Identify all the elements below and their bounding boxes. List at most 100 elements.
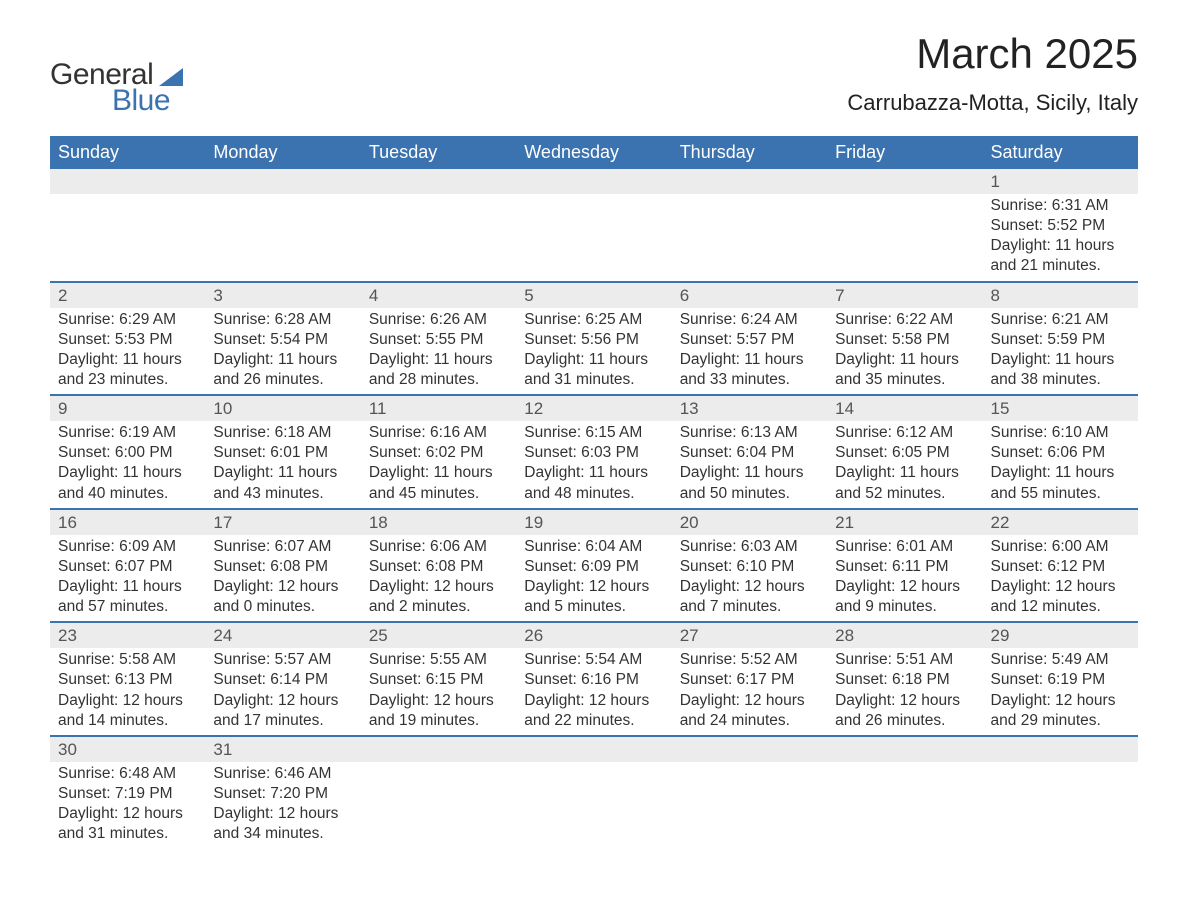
day-body: Sunrise: 6:00 AMSunset: 6:12 PMDaylight:… bbox=[983, 535, 1138, 622]
day-cell: 1Sunrise: 6:31 AMSunset: 5:52 PMDaylight… bbox=[983, 169, 1138, 281]
day-body: Sunrise: 6:31 AMSunset: 5:52 PMDaylight:… bbox=[983, 194, 1138, 281]
day-cell bbox=[361, 737, 516, 849]
day-number: 28 bbox=[827, 623, 982, 648]
day-body: Sunrise: 6:19 AMSunset: 6:00 PMDaylight:… bbox=[50, 421, 205, 508]
sunrise-line: Sunrise: 6:22 AM bbox=[835, 310, 974, 330]
day-header: Tuesday bbox=[361, 136, 516, 169]
sunset-line: Sunset: 6:18 PM bbox=[835, 670, 974, 690]
day-cell bbox=[672, 737, 827, 849]
day-number: 13 bbox=[672, 396, 827, 421]
day-body: Sunrise: 5:52 AMSunset: 6:17 PMDaylight:… bbox=[672, 648, 827, 735]
day-cell: 11Sunrise: 6:16 AMSunset: 6:02 PMDayligh… bbox=[361, 396, 516, 508]
sunset-line: Sunset: 7:19 PM bbox=[58, 784, 197, 804]
week-row: 30Sunrise: 6:48 AMSunset: 7:19 PM Dayligh… bbox=[50, 735, 1138, 849]
day-header-row: SundayMondayTuesdayWednesdayThursdayFrid… bbox=[50, 136, 1138, 169]
day-number: 30 bbox=[50, 737, 205, 762]
day-number: 11 bbox=[361, 396, 516, 421]
sunrise-line: Sunrise: 6:21 AM bbox=[991, 310, 1130, 330]
daylight-line: Daylight: 11 hours and 35 minutes. bbox=[835, 350, 974, 390]
day-body bbox=[827, 762, 982, 768]
daylight-line: Daylight: 11 hours and 21 minutes. bbox=[991, 236, 1130, 276]
daylight-line: Daylight: 11 hours and 31 minutes. bbox=[524, 350, 663, 390]
sunset-line: Sunset: 6:09 PM bbox=[524, 557, 663, 577]
sunset-line: Sunset: 6:00 PM bbox=[58, 443, 197, 463]
day-body bbox=[361, 194, 516, 200]
day-number: 25 bbox=[361, 623, 516, 648]
sunrise-line: Sunrise: 6:03 AM bbox=[680, 537, 819, 557]
sunrise-line: Sunrise: 6:48 AM bbox=[58, 764, 197, 784]
day-body bbox=[50, 194, 205, 200]
sunrise-line: Sunrise: 5:51 AM bbox=[835, 650, 974, 670]
day-cell: 25Sunrise: 5:55 AMSunset: 6:15 PMDayligh… bbox=[361, 623, 516, 735]
daylight-line: Daylight: 11 hours and 23 minutes. bbox=[58, 350, 197, 390]
sunrise-line: Sunrise: 6:06 AM bbox=[369, 537, 508, 557]
sunrise-line: Sunrise: 5:52 AM bbox=[680, 650, 819, 670]
daylight-line: Daylight: 11 hours and 28 minutes. bbox=[369, 350, 508, 390]
sunset-line: Sunset: 5:52 PM bbox=[991, 216, 1130, 236]
location: Carrubazza-Motta, Sicily, Italy bbox=[847, 90, 1138, 116]
day-number: 15 bbox=[983, 396, 1138, 421]
day-number-empty bbox=[361, 737, 516, 762]
day-cell: 3Sunrise: 6:28 AMSunset: 5:54 PMDaylight… bbox=[205, 283, 360, 395]
day-number: 14 bbox=[827, 396, 982, 421]
sunset-line: Sunset: 6:07 PM bbox=[58, 557, 197, 577]
day-number: 10 bbox=[205, 396, 360, 421]
sunset-line: Sunset: 6:02 PM bbox=[369, 443, 508, 463]
day-number-empty bbox=[205, 169, 360, 194]
day-cell: 15Sunrise: 6:10 AMSunset: 6:06 PMDayligh… bbox=[983, 396, 1138, 508]
week-row: 2Sunrise: 6:29 AMSunset: 5:53 PMDaylight… bbox=[50, 281, 1138, 395]
daylight-line: Daylight: 12 hours and 29 minutes. bbox=[991, 691, 1130, 731]
day-number-empty bbox=[516, 169, 671, 194]
sunrise-line: Sunrise: 6:18 AM bbox=[213, 423, 352, 443]
daylight-line: Daylight: 11 hours and 48 minutes. bbox=[524, 463, 663, 503]
day-body: Sunrise: 6:29 AMSunset: 5:53 PMDaylight:… bbox=[50, 308, 205, 395]
day-body bbox=[672, 762, 827, 768]
week-row: 9Sunrise: 6:19 AMSunset: 6:00 PMDaylight… bbox=[50, 394, 1138, 508]
daylight-line: Daylight: 12 hours and 34 minutes. bbox=[213, 804, 352, 844]
day-header: Wednesday bbox=[516, 136, 671, 169]
day-number: 17 bbox=[205, 510, 360, 535]
sunset-line: Sunset: 6:19 PM bbox=[991, 670, 1130, 690]
day-number: 6 bbox=[672, 283, 827, 308]
daylight-line: Daylight: 12 hours and 2 minutes. bbox=[369, 577, 508, 617]
daylight-line: Daylight: 12 hours and 0 minutes. bbox=[213, 577, 352, 617]
day-number-empty bbox=[516, 737, 671, 762]
day-cell bbox=[983, 737, 1138, 849]
sunset-line: Sunset: 5:58 PM bbox=[835, 330, 974, 350]
day-number: 20 bbox=[672, 510, 827, 535]
daylight-line: Daylight: 12 hours and 22 minutes. bbox=[524, 691, 663, 731]
sunset-line: Sunset: 6:03 PM bbox=[524, 443, 663, 463]
day-number: 5 bbox=[516, 283, 671, 308]
day-body: Sunrise: 6:01 AMSunset: 6:11 PMDaylight:… bbox=[827, 535, 982, 622]
day-number-empty bbox=[983, 737, 1138, 762]
day-body: Sunrise: 6:04 AMSunset: 6:09 PMDaylight:… bbox=[516, 535, 671, 622]
day-number: 18 bbox=[361, 510, 516, 535]
sunrise-line: Sunrise: 6:01 AM bbox=[835, 537, 974, 557]
day-cell bbox=[516, 169, 671, 281]
sunrise-line: Sunrise: 6:00 AM bbox=[991, 537, 1130, 557]
sunset-line: Sunset: 6:08 PM bbox=[369, 557, 508, 577]
sunrise-line: Sunrise: 5:58 AM bbox=[58, 650, 197, 670]
day-cell: 8Sunrise: 6:21 AMSunset: 5:59 PMDaylight… bbox=[983, 283, 1138, 395]
sunset-line: Sunset: 5:56 PM bbox=[524, 330, 663, 350]
day-body: Sunrise: 6:18 AMSunset: 6:01 PMDaylight:… bbox=[205, 421, 360, 508]
sunrise-line: Sunrise: 5:55 AM bbox=[369, 650, 508, 670]
sunrise-line: Sunrise: 6:46 AM bbox=[213, 764, 352, 784]
sunset-line: Sunset: 6:12 PM bbox=[991, 557, 1130, 577]
day-cell: 13Sunrise: 6:13 AMSunset: 6:04 PMDayligh… bbox=[672, 396, 827, 508]
day-cell bbox=[672, 169, 827, 281]
sunrise-line: Sunrise: 6:28 AM bbox=[213, 310, 352, 330]
day-header: Sunday bbox=[50, 136, 205, 169]
day-cell bbox=[516, 737, 671, 849]
title-block: March 2025 Carrubazza-Motta, Sicily, Ita… bbox=[847, 30, 1138, 116]
day-body: Sunrise: 5:58 AMSunset: 6:13 PMDaylight:… bbox=[50, 648, 205, 735]
week-row: 16Sunrise: 6:09 AMSunset: 6:07 PMDayligh… bbox=[50, 508, 1138, 622]
sunrise-line: Sunrise: 6:04 AM bbox=[524, 537, 663, 557]
header: General Blue March 2025 Carrubazza-Motta… bbox=[50, 30, 1138, 118]
day-number: 7 bbox=[827, 283, 982, 308]
day-body: Sunrise: 6:28 AMSunset: 5:54 PMDaylight:… bbox=[205, 308, 360, 395]
day-body: Sunrise: 6:13 AMSunset: 6:04 PMDaylight:… bbox=[672, 421, 827, 508]
day-body: Sunrise: 6:06 AMSunset: 6:08 PMDaylight:… bbox=[361, 535, 516, 622]
day-header: Saturday bbox=[983, 136, 1138, 169]
day-body: Sunrise: 6:16 AMSunset: 6:02 PMDaylight:… bbox=[361, 421, 516, 508]
